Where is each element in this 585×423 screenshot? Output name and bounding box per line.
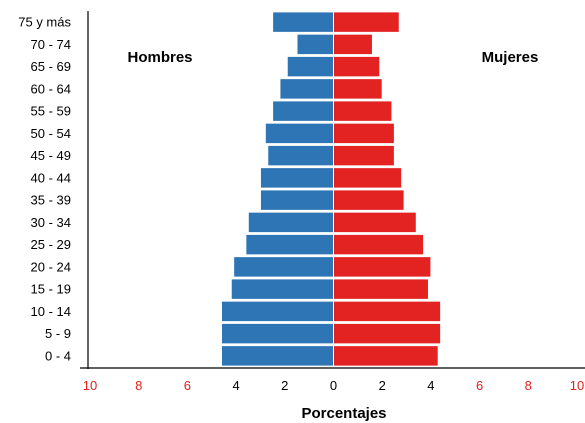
- age-label: 75 y más: [18, 15, 71, 30]
- age-label: 0 - 4: [45, 348, 71, 363]
- age-label: 55 - 59: [31, 104, 71, 119]
- bar-mujeres-2: [333, 300, 442, 323]
- bar-hombres-10: [264, 122, 335, 145]
- age-label: 30 - 34: [31, 215, 71, 230]
- bar-mujeres-14: [333, 33, 373, 56]
- age-label: 45 - 49: [31, 148, 71, 163]
- bar-mujeres-9: [333, 144, 395, 167]
- x-tick-label: 6: [184, 378, 191, 393]
- bar-mujeres-15: [333, 11, 400, 33]
- age-label: 20 - 24: [31, 259, 71, 274]
- bar-mujeres-13: [333, 55, 381, 78]
- x-tick-label: 10: [83, 378, 97, 393]
- series-label-hombres: Hombres: [127, 49, 192, 66]
- x-tick-label: 8: [525, 378, 532, 393]
- bar-hombres-1: [220, 322, 335, 345]
- x-tick-label: 8: [135, 378, 142, 393]
- bar-hombres-9: [267, 144, 334, 167]
- x-tick-label: 10: [570, 378, 584, 393]
- x-tick-label: 4: [232, 378, 239, 393]
- bar-hombres-12: [279, 78, 334, 100]
- bar-hombres-3: [230, 278, 334, 300]
- age-label: 60 - 64: [31, 81, 71, 96]
- age-label: 25 - 29: [31, 237, 71, 252]
- x-tick-label: 0: [330, 378, 337, 393]
- age-label: 70 - 74: [31, 37, 71, 52]
- age-label: 50 - 54: [31, 126, 71, 141]
- x-tick-label: 6: [476, 378, 483, 393]
- bar-hombres-5: [245, 233, 334, 256]
- axes-layer: [80, 11, 585, 369]
- age-label: 10 - 14: [31, 304, 71, 319]
- bar-hombres-0: [220, 345, 335, 367]
- bar-mujeres-4: [333, 256, 432, 278]
- age-label: 35 - 39: [31, 193, 71, 208]
- bar-mujeres-3: [333, 278, 429, 300]
- bar-mujeres-11: [333, 100, 393, 122]
- bar-hombres-8: [259, 167, 335, 189]
- x-tick-label: 2: [379, 378, 386, 393]
- bar-mujeres-7: [333, 189, 405, 211]
- age-label: 5 - 9: [45, 326, 71, 341]
- x-axis-title: Porcentajes: [301, 405, 386, 422]
- bar-mujeres-6: [333, 211, 417, 234]
- age-label: 15 - 19: [31, 282, 71, 297]
- bar-hombres-15: [272, 11, 335, 33]
- bar-hombres-7: [259, 189, 335, 211]
- bar-mujeres-12: [333, 78, 383, 100]
- age-label: 40 - 44: [31, 170, 71, 185]
- bar-hombres-6: [247, 211, 335, 234]
- bar-mujeres-1: [333, 322, 442, 345]
- x-tick-label: 2: [281, 378, 288, 393]
- bars-layer: [220, 11, 442, 367]
- bar-hombres-2: [220, 300, 335, 323]
- bar-mujeres-5: [333, 233, 425, 256]
- labels-layer: 0 - 4 5 - 9 10 - 14 15 - 19 20 - 24 25 - 29 30…: [18, 15, 584, 393]
- bar-mujeres-0: [333, 345, 439, 367]
- age-label: 65 - 69: [31, 59, 71, 74]
- bar-hombres-13: [286, 55, 334, 78]
- bar-hombres-14: [296, 33, 335, 56]
- bar-mujeres-10: [333, 122, 395, 145]
- bar-hombres-4: [233, 256, 334, 278]
- bar-mujeres-8: [333, 167, 403, 189]
- series-label-mujeres: Mujeres: [482, 49, 539, 66]
- x-tick-label: 4: [427, 378, 434, 393]
- bar-hombres-11: [272, 100, 335, 122]
